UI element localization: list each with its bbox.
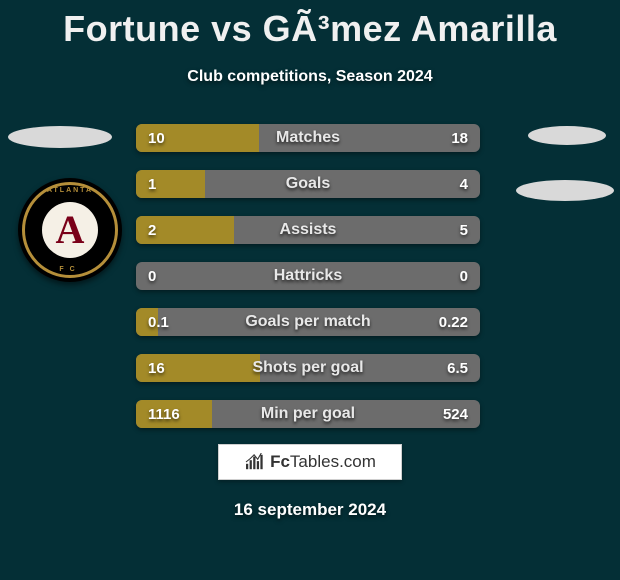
- badge-letter: A: [56, 210, 85, 250]
- stat-value-right: 18: [451, 124, 468, 152]
- date-text: 16 september 2024: [0, 500, 620, 520]
- stat-label: Matches: [136, 124, 480, 152]
- stat-row: 1116Min per goal524: [136, 400, 480, 428]
- stat-label: Min per goal: [136, 400, 480, 428]
- stat-value-right: 524: [443, 400, 468, 428]
- subtitle: Club competitions, Season 2024: [0, 68, 620, 86]
- stat-label: Goals: [136, 170, 480, 198]
- stat-label: Shots per goal: [136, 354, 480, 382]
- page-title: Fortune vs GÃ³mez Amarilla: [0, 0, 620, 50]
- stat-row: 0Hattricks0: [136, 262, 480, 290]
- stat-row: 1Goals4: [136, 170, 480, 198]
- decor-ellipse-right-2: [516, 180, 614, 201]
- brand-box: FcTables.com: [218, 444, 402, 480]
- stat-row: 2Assists5: [136, 216, 480, 244]
- badge-top-text: ATLANTA: [18, 187, 122, 194]
- stat-label: Assists: [136, 216, 480, 244]
- team-badge: ATLANTA A FC: [18, 178, 122, 282]
- stat-row: 0.1Goals per match0.22: [136, 308, 480, 336]
- stat-value-right: 0.22: [439, 308, 468, 336]
- decor-ellipse-left: [8, 126, 112, 148]
- stat-value-right: 5: [460, 216, 468, 244]
- brand-text: FcTables.com: [270, 452, 376, 472]
- badge-bottom-text: FC: [18, 266, 122, 273]
- stat-label: Goals per match: [136, 308, 480, 336]
- decor-ellipse-right-1: [528, 126, 606, 145]
- stat-row: 16Shots per goal6.5: [136, 354, 480, 382]
- badge-inner: A: [42, 202, 98, 258]
- stat-value-right: 0: [460, 262, 468, 290]
- stat-row: 10Matches18: [136, 124, 480, 152]
- stat-label: Hattricks: [136, 262, 480, 290]
- stat-value-right: 6.5: [447, 354, 468, 382]
- brand-logo-icon: [244, 453, 266, 471]
- stat-value-right: 4: [460, 170, 468, 198]
- stats-bars-container: 10Matches18 1Goals4 2Assists5 0Hattricks0 0.…: [136, 124, 480, 446]
